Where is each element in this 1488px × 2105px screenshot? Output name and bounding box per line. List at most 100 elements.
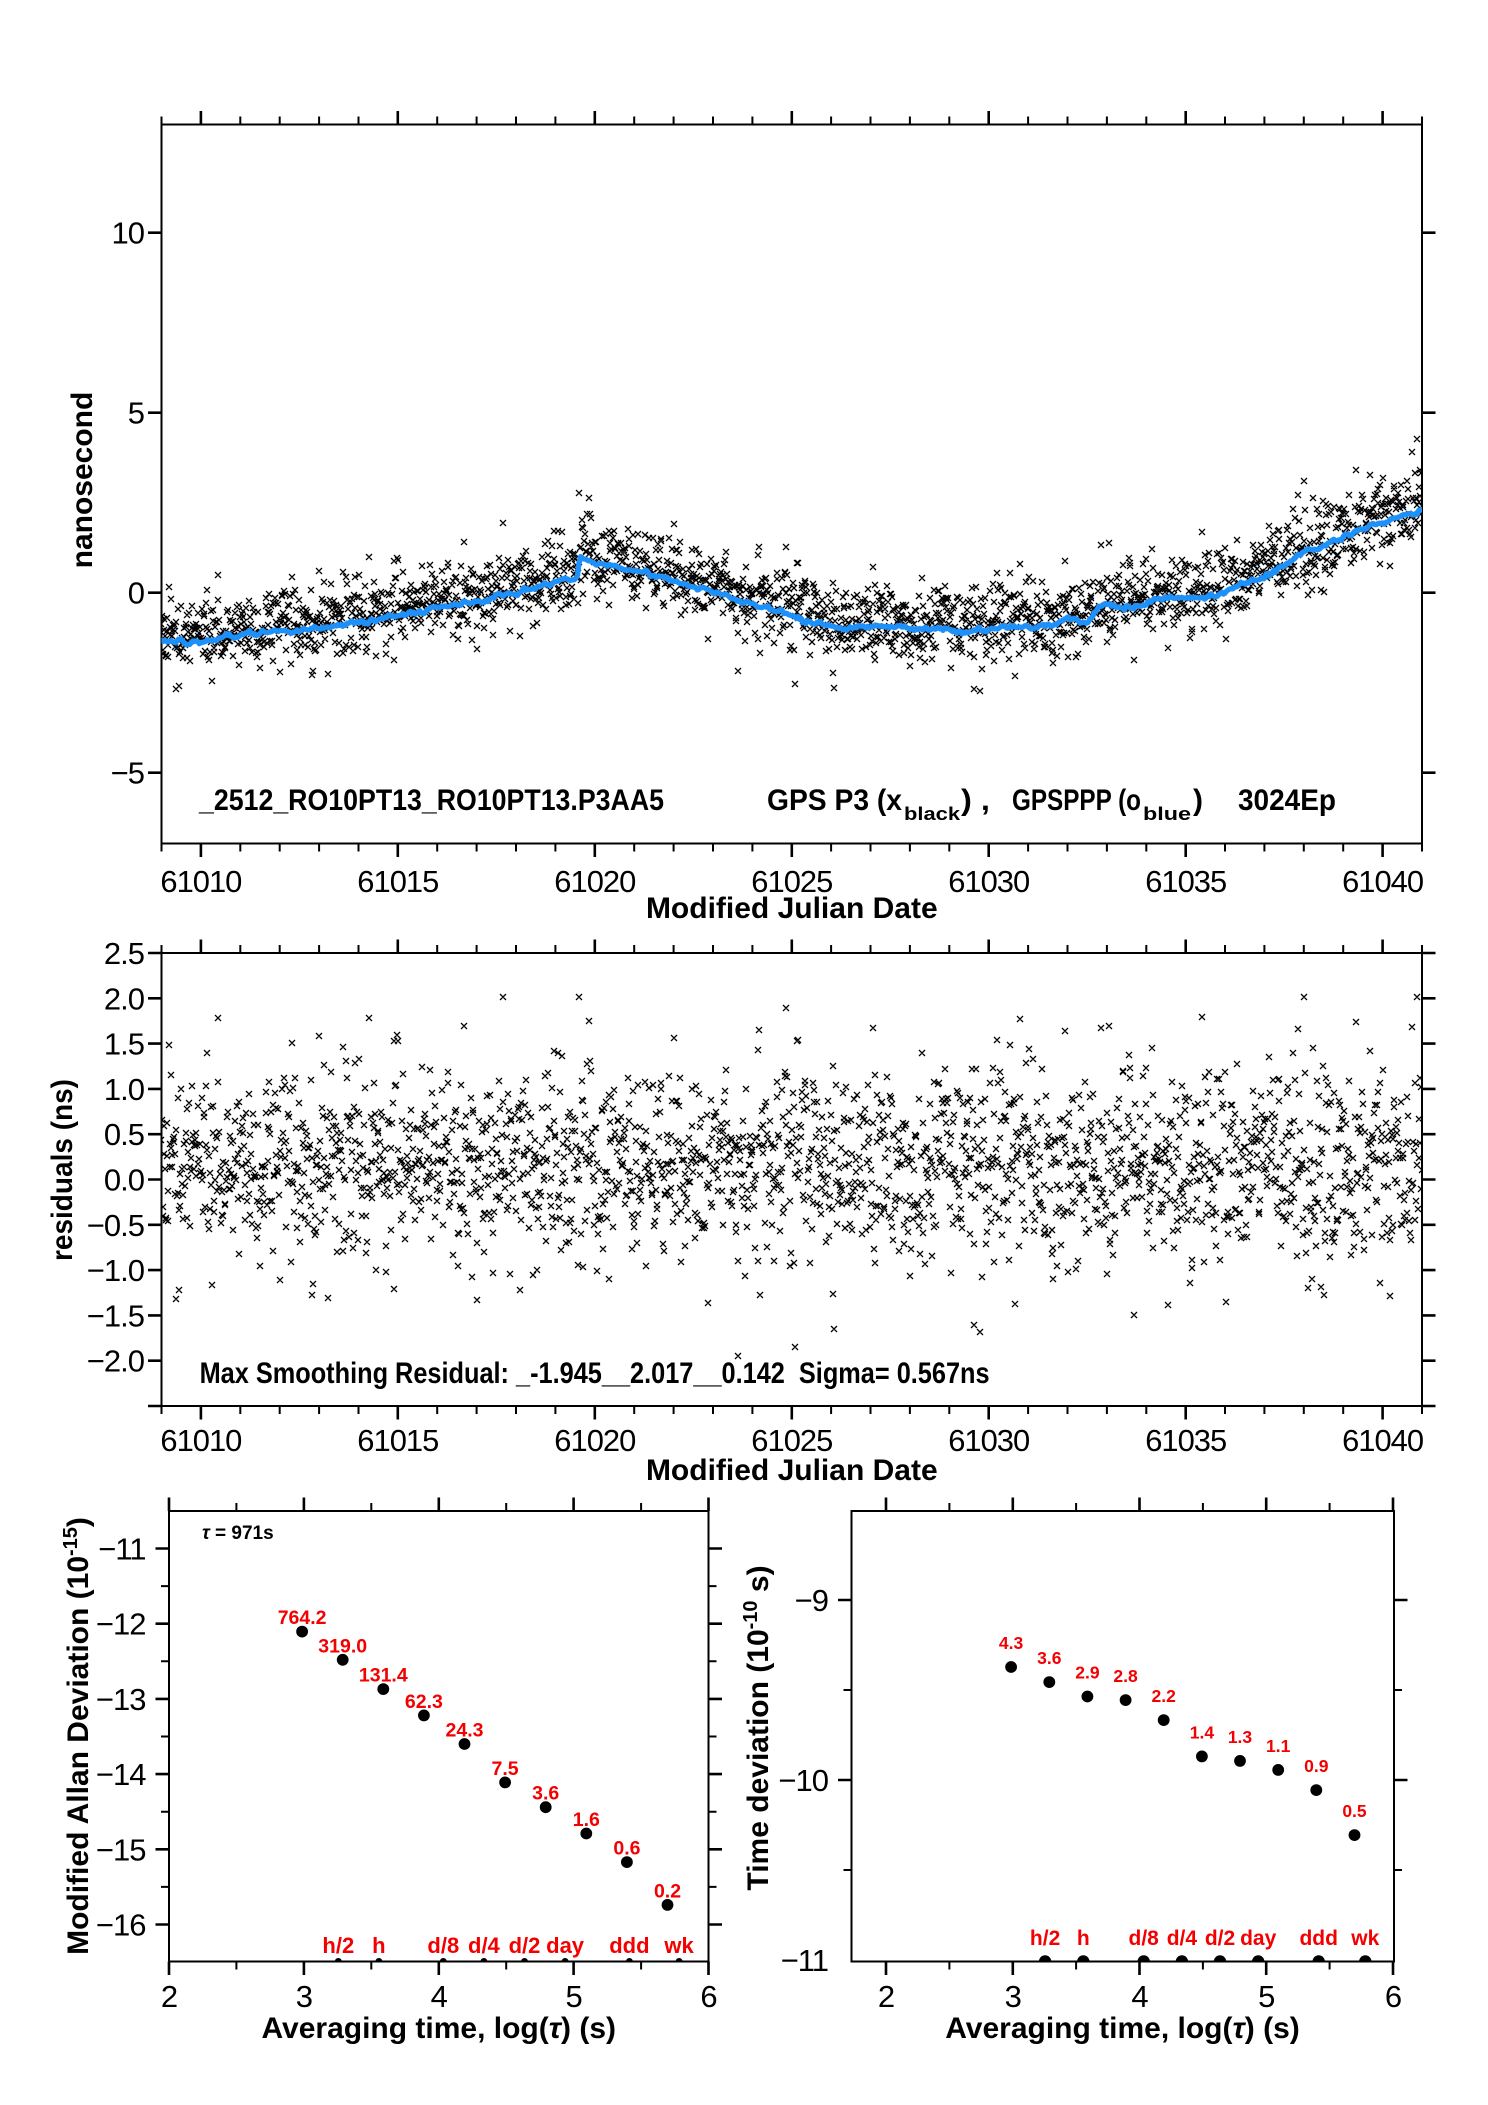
svg-text:d/2: d/2 (509, 1933, 541, 1958)
svg-text:GPS P3 (x: GPS P3 (x (767, 784, 902, 817)
svg-text:5: 5 (565, 1979, 581, 2014)
svg-text:0.5: 0.5 (104, 1117, 144, 1152)
svg-text:ddd: ddd (609, 1933, 649, 1958)
svg-text:2.8: 2.8 (1113, 1666, 1138, 1686)
svg-text:τ = 971s: τ = 971s (202, 1523, 274, 1544)
svg-text:1.3: 1.3 (1228, 1727, 1253, 1747)
svg-text:h/2: h/2 (1030, 1927, 1060, 1950)
svg-text:5: 5 (1258, 1979, 1274, 2014)
svg-text:h: h (372, 1933, 385, 1958)
svg-text:wk: wk (663, 1933, 694, 1958)
svg-text:−12: −12 (96, 1607, 146, 1642)
svg-text:−15: −15 (96, 1832, 146, 1867)
svg-text:−5: −5 (111, 756, 144, 791)
svg-text:5: 5 (128, 396, 144, 431)
svg-text:d/4: d/4 (468, 1933, 501, 1958)
svg-text:61015: 61015 (357, 1423, 438, 1458)
svg-text:131.4: 131.4 (359, 1665, 408, 1687)
svg-text:−13: −13 (96, 1682, 146, 1717)
svg-text:−10: −10 (778, 1763, 828, 1798)
svg-text:−16: −16 (96, 1908, 146, 1943)
svg-text:day: day (546, 1933, 585, 1958)
svg-text:Modified Julian Date: Modified Julian Date (646, 892, 938, 925)
svg-text:61035: 61035 (1145, 864, 1226, 899)
svg-text:1.4: 1.4 (1190, 1722, 1215, 1742)
svg-text:−1.5: −1.5 (87, 1298, 144, 1333)
svg-text:24.3: 24.3 (446, 1720, 484, 1742)
svg-text:61030: 61030 (948, 864, 1030, 899)
svg-text:Modified Julian Date: Modified Julian Date (646, 1454, 938, 1487)
svg-text:−1.0: −1.0 (87, 1253, 145, 1288)
svg-text:wk: wk (1350, 1927, 1379, 1950)
svg-text:764.2: 764.2 (278, 1607, 327, 1629)
svg-text:4: 4 (431, 1979, 448, 2014)
svg-text:3: 3 (1005, 1979, 1021, 2014)
svg-text:h/2: h/2 (322, 1933, 354, 1958)
svg-text:3: 3 (296, 1979, 312, 2014)
svg-text:61015: 61015 (357, 864, 438, 899)
svg-text:_2512_RO10PT13_RO10PT13.P3AA5: _2512_RO10PT13_RO10PT13.P3AA5 (198, 784, 664, 817)
svg-text:0: 0 (128, 576, 145, 611)
svg-text:Max Smoothing Residual: _-1.94: Max Smoothing Residual: _-1.945__2.017__… (200, 1357, 990, 1390)
svg-text:h: h (1077, 1927, 1090, 1950)
svg-text:−11: −11 (98, 1532, 145, 1567)
svg-text:3024Ep: 3024Ep (1238, 784, 1336, 817)
svg-text:61010: 61010 (160, 1423, 242, 1458)
svg-text:0.6: 0.6 (613, 1838, 640, 1860)
svg-text:GPSPPP (o: GPSPPP (o (1012, 784, 1141, 817)
svg-text:4: 4 (1131, 1979, 1148, 2014)
svg-text:2.9: 2.9 (1075, 1663, 1100, 1683)
svg-text:residuals (ns): residuals (ns) (46, 1079, 79, 1261)
svg-text:1.1: 1.1 (1266, 1736, 1291, 1756)
svg-text:−2.0: −2.0 (87, 1344, 145, 1379)
svg-text:−14: −14 (96, 1757, 146, 1792)
svg-text:Averaging time, log(τ) (s): Averaging time, log(τ) (s) (945, 2012, 1300, 2045)
svg-text:61040: 61040 (1342, 864, 1424, 899)
svg-text:1.5: 1.5 (104, 1027, 144, 1062)
svg-text:blue: blue (1143, 803, 1191, 824)
svg-text:d/4: d/4 (1167, 1927, 1198, 1950)
svg-text:61030: 61030 (948, 1423, 1030, 1458)
svg-text:0.0: 0.0 (104, 1163, 145, 1198)
svg-text:6: 6 (700, 1979, 716, 2014)
svg-text:Averaging time, log(τ) (s): Averaging time, log(τ) (s) (261, 2012, 616, 2045)
svg-text:black: black (904, 803, 961, 824)
svg-text:d/8: d/8 (427, 1933, 459, 1958)
svg-text:61020: 61020 (554, 864, 636, 899)
svg-text:2.2: 2.2 (1152, 1686, 1177, 1706)
svg-text:d/2: d/2 (1205, 1927, 1235, 1950)
svg-text:1.0: 1.0 (104, 1072, 145, 1107)
svg-text:6: 6 (1385, 1979, 1401, 2014)
svg-text:): ) (1193, 784, 1203, 817)
svg-text:61025: 61025 (751, 864, 832, 899)
svg-text:61010: 61010 (160, 864, 242, 899)
svg-text:0.5: 0.5 (1342, 1801, 1367, 1821)
svg-text:61020: 61020 (554, 1423, 636, 1458)
svg-text:7.5: 7.5 (492, 1758, 519, 1780)
svg-text:3.6: 3.6 (532, 1783, 559, 1805)
svg-text:−0.5: −0.5 (87, 1208, 144, 1243)
svg-text:0.2: 0.2 (654, 1880, 681, 1902)
svg-text:day: day (1240, 1927, 1277, 1950)
svg-text:1.6: 1.6 (573, 1809, 600, 1831)
svg-text:61025: 61025 (751, 1423, 832, 1458)
svg-text:) ,: ) , (961, 784, 990, 817)
svg-text:62.3: 62.3 (405, 1691, 443, 1713)
svg-text:61035: 61035 (1145, 1423, 1226, 1458)
svg-text:2: 2 (878, 1979, 894, 2014)
svg-text:2: 2 (161, 1979, 177, 2014)
svg-text:ddd: ddd (1299, 1927, 1337, 1950)
svg-text:2.5: 2.5 (104, 936, 144, 971)
svg-text:0.9: 0.9 (1304, 1756, 1329, 1776)
svg-text:−11: −11 (781, 1943, 828, 1978)
svg-text:10: 10 (112, 216, 145, 251)
svg-text:3.6: 3.6 (1037, 1648, 1062, 1668)
svg-text:−9: −9 (795, 1583, 828, 1618)
svg-text:nanosecond: nanosecond (66, 392, 99, 569)
svg-text:2.0: 2.0 (104, 981, 145, 1016)
svg-text:61040: 61040 (1342, 1423, 1424, 1458)
svg-text:Modified Allan Deviation (10-1: Modified Allan Deviation (10-15) (60, 1517, 95, 1955)
svg-text:4.3: 4.3 (999, 1633, 1024, 1653)
svg-text:d/8: d/8 (1129, 1927, 1160, 1950)
svg-text:319.0: 319.0 (318, 1635, 367, 1657)
